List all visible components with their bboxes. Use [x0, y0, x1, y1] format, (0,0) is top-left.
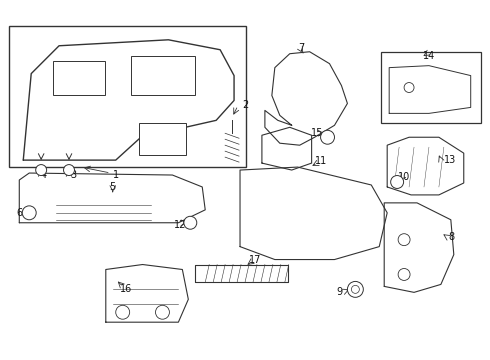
Circle shape — [320, 130, 335, 144]
Text: 5: 5 — [110, 182, 116, 192]
Bar — [9, 26, 246, 167]
Circle shape — [351, 285, 359, 293]
Text: 12: 12 — [174, 220, 187, 230]
Text: 4: 4 — [40, 170, 46, 180]
Text: 14: 14 — [423, 51, 435, 61]
Text: 1: 1 — [113, 170, 119, 180]
Bar — [131, 56, 196, 95]
Text: 8: 8 — [449, 232, 455, 242]
Circle shape — [398, 269, 410, 280]
Circle shape — [391, 176, 404, 188]
Text: 10: 10 — [398, 172, 410, 182]
Text: 6: 6 — [16, 208, 23, 218]
Circle shape — [404, 82, 414, 93]
Circle shape — [184, 216, 197, 229]
Text: 9: 9 — [337, 287, 343, 297]
Circle shape — [36, 165, 47, 176]
Text: 13: 13 — [444, 155, 456, 165]
Bar — [139, 123, 186, 155]
Circle shape — [116, 305, 130, 319]
Circle shape — [398, 234, 410, 246]
Circle shape — [347, 282, 363, 297]
Text: 7: 7 — [298, 43, 305, 53]
Bar — [53, 61, 105, 95]
Text: 3: 3 — [70, 170, 76, 180]
Text: 11: 11 — [316, 156, 328, 166]
Circle shape — [155, 305, 170, 319]
Text: 17: 17 — [249, 255, 261, 265]
Bar — [381, 52, 481, 123]
Text: 16: 16 — [120, 284, 132, 294]
Circle shape — [22, 206, 36, 220]
Text: 15: 15 — [312, 128, 324, 138]
Text: 2: 2 — [242, 100, 248, 111]
Circle shape — [64, 165, 74, 176]
